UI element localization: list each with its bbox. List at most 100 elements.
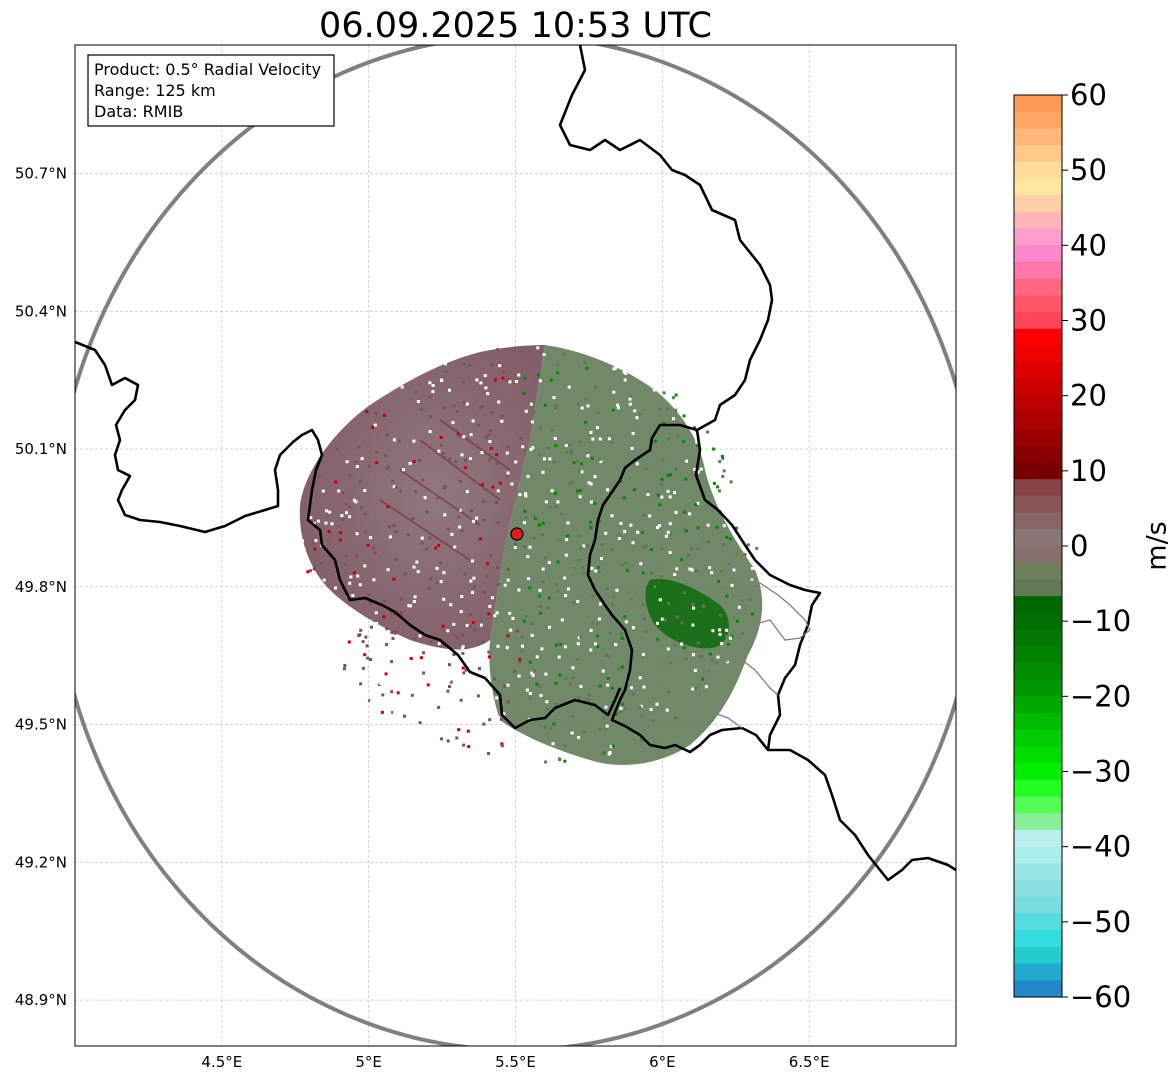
echo-speck [514,380,518,383]
echo-speck [304,582,308,586]
echo-speck [645,467,649,471]
colorbar-ticks: 60 50 40 30 20 10 0 −10 −20 −30 −40 −50 −60 [1062,78,1131,1014]
echo-speck [628,397,632,401]
echo-speck [359,628,363,632]
echo-speck [741,632,745,636]
colorbar-swatch [1014,562,1062,580]
echo-speck [635,462,639,466]
echo-speck [541,521,545,525]
echo-speck [706,540,710,544]
echo-speck [649,708,653,711]
colorbar-swatch [1014,646,1062,664]
colorbar-swatch [1014,128,1062,146]
echo-speck [348,474,352,478]
echo-speck [633,488,636,492]
echo-speck [429,415,433,419]
echo-speck [439,561,443,565]
echo-speck [596,411,600,415]
echo-speck [505,475,509,479]
echo-speck [553,406,557,410]
echo-speck [514,460,518,464]
echo-speck [384,672,388,676]
echo-speck [725,594,729,598]
echo-speck [454,460,458,464]
colorbar-swatch [1014,746,1062,764]
echo-speck [726,660,729,664]
colorbar-tick-label: 30 [1070,304,1107,338]
echo-speck [358,583,362,587]
echo-speck [695,569,698,573]
echo-speck [646,493,650,497]
echo-speck [743,553,747,556]
echo-speck [429,577,433,581]
echo-speck [599,460,603,463]
echo-speck [343,667,346,671]
echo-speck [667,602,671,605]
echo-speck [629,523,633,527]
echo-speck [624,372,628,375]
echo-speck [396,691,400,695]
echo-speck [641,603,645,607]
echo-speck [413,637,417,641]
echo-speck [615,588,619,592]
echo-speck [517,739,521,743]
echo-speck [612,390,616,394]
echo-speck [549,505,553,509]
echo-speck [600,542,604,546]
colorbar-swatch [1014,111,1062,129]
echo-speck [431,384,435,387]
radar-site-marker[interactable] [510,527,524,541]
colorbar-swatch [1014,662,1062,681]
echo-speck [666,473,670,477]
echo-speck [469,579,473,583]
echo-speck [498,364,502,368]
echo-speck [573,566,577,570]
echo-speck [607,654,611,658]
echo-speck [457,728,461,732]
echo-speck [572,461,576,465]
echo-speck [312,567,316,571]
echo-speck [737,605,741,609]
echo-speck [409,604,412,608]
echo-speck [393,631,397,635]
echo-speck [363,564,367,568]
echo-speck [729,636,732,640]
echo-speck [309,516,313,520]
echo-speck [496,566,500,570]
echo-speck [439,580,443,584]
echo-speck [530,671,534,675]
echo-speck [605,587,609,591]
echo-speck [467,745,471,749]
receding-echo [299,345,545,650]
echo-speck [563,645,567,649]
echo-speck [363,625,367,629]
echo-speck [487,612,491,616]
echo-speck [685,459,689,463]
echo-speck [596,622,600,626]
echo-speck [366,543,370,547]
echo-speck [725,535,729,539]
echo-speck [375,461,379,465]
echo-speck [571,715,575,719]
echo-speck [522,449,526,452]
echo-speck [526,555,530,559]
echo-speck [580,470,584,474]
echo-speck [341,491,345,495]
echo-speck [556,371,560,375]
colorbar-swatch [1014,278,1062,297]
echo-speck [523,545,527,548]
echo-speck [673,491,676,495]
echo-speck [412,600,416,603]
echo-speck [518,659,522,663]
echo-speck [596,644,600,648]
echo-speck [466,682,470,686]
echo-speck [550,489,554,493]
echo-speck [631,626,635,630]
echo-speck [361,640,365,644]
echo-speck [552,460,556,464]
echo-speck [684,657,688,660]
echo-speck [542,754,546,758]
echo-speck [341,518,345,522]
echo-speck [336,618,340,622]
echo-speck [668,495,672,499]
